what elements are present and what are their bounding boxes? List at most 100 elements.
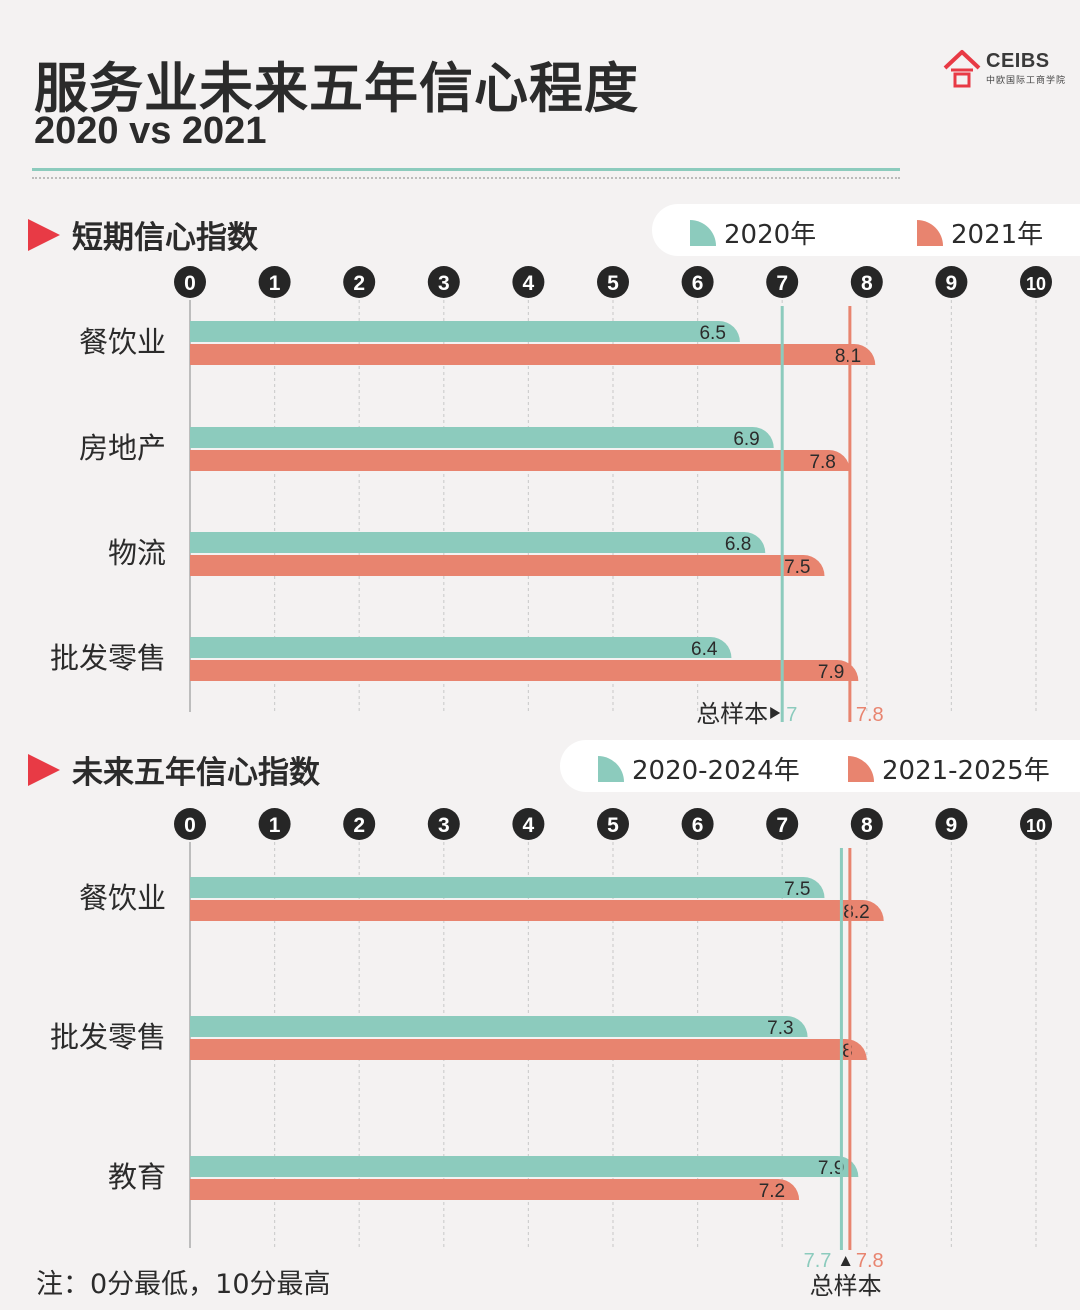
- bar: [190, 555, 825, 576]
- pointer-arrow-icon: [770, 707, 781, 719]
- category-label: 教育: [108, 1160, 166, 1194]
- reference-value: 7.8: [856, 1250, 884, 1272]
- tick-badge: [850, 808, 883, 840]
- ceibs-logo: CEIBS 中欧国际工商学院: [942, 48, 1065, 92]
- tick-badge: [512, 266, 545, 298]
- title-rule-dotted: [32, 177, 900, 179]
- data-label: 8.1: [835, 346, 861, 367]
- data-label: 7.9: [818, 1158, 844, 1179]
- bar: [190, 1179, 800, 1200]
- category-label: 餐饮业: [79, 325, 166, 359]
- category-label: 批发零售: [50, 641, 166, 675]
- tick-label: 10: [1026, 816, 1046, 836]
- page-subtitle: 2020 vs 2021: [34, 110, 267, 152]
- data-label: 7.9: [818, 662, 844, 683]
- tick-badge: [174, 266, 206, 298]
- legend-label-2021: 2021年: [951, 220, 1044, 250]
- bar: [190, 900, 884, 921]
- bar: [190, 532, 766, 553]
- reference-label: 总样本: [696, 700, 768, 728]
- tick-label: 9: [946, 272, 958, 295]
- tick-badge: [174, 808, 206, 840]
- data-label: 8.2: [843, 902, 869, 923]
- data-label: 7.2: [759, 1181, 785, 1202]
- tick-badge: [427, 808, 460, 840]
- legend-five-year: 2020-2024年 2021-2025年: [560, 740, 1080, 792]
- tick-label: 5: [607, 272, 619, 295]
- tick-badge: [597, 266, 629, 298]
- bar: [190, 450, 850, 471]
- tick-badge: [766, 808, 799, 840]
- tick-badge: [681, 266, 714, 298]
- quarter-shape-icon: [598, 755, 624, 782]
- category-label: 房地产: [79, 431, 166, 465]
- data-label: 7.5: [784, 879, 810, 900]
- legend-item-2021-2025: 2021-2025年: [848, 750, 1050, 787]
- data-label: 7.5: [784, 557, 810, 578]
- tick-label: 0: [184, 814, 196, 837]
- data-label: 6.8: [725, 534, 751, 555]
- tick-label: 7: [776, 814, 788, 837]
- tick-badge: [343, 266, 376, 298]
- play-arrow-icon: [28, 753, 60, 786]
- bar: [190, 344, 876, 365]
- reference-value: 7.7: [804, 1250, 832, 1272]
- legend-label-2020-2024: 2020-2024年: [632, 756, 800, 786]
- data-label: 6.9: [733, 429, 759, 450]
- quarter-shape-icon: [917, 219, 943, 246]
- tick-label: 6: [692, 272, 704, 295]
- legend-short-term: 2020年 2021年: [652, 204, 1080, 256]
- ceibs-logo-icon: [943, 50, 981, 88]
- bar: [190, 637, 732, 658]
- data-label: 6.5: [699, 323, 725, 344]
- pointer-arrow-icon: [840, 1256, 851, 1266]
- section-five-year-header: 未来五年信心指数: [28, 747, 320, 792]
- tick-label: 6: [692, 814, 704, 837]
- category-label: 批发零售: [50, 1020, 166, 1054]
- tick-label: 4: [523, 814, 535, 837]
- data-label: 7.8: [809, 452, 835, 473]
- legend-item-2021: 2021年: [917, 214, 1043, 251]
- tick-label: 8: [861, 272, 873, 295]
- footnote: 注：0分最低，10分最高: [36, 1269, 331, 1300]
- legend-label-2020: 2020年: [724, 220, 817, 250]
- tick-badge: [1020, 808, 1052, 840]
- legend-item-2020-2024: 2020-2024年: [598, 750, 800, 787]
- tick-label: 8: [861, 814, 873, 837]
- quarter-shape-icon: [690, 219, 716, 246]
- tick-badge: [597, 808, 629, 840]
- reference-value: 7.8: [856, 704, 884, 726]
- logo-chinese-text: 中欧国际工商学院: [986, 76, 1067, 86]
- tick-label: 1: [269, 814, 281, 837]
- category-label: 物流: [108, 536, 166, 570]
- quarter-shape-icon: [848, 755, 874, 782]
- tick-badge: [427, 266, 460, 298]
- tick-label: 4: [523, 272, 535, 295]
- category-label: 餐饮业: [79, 881, 166, 915]
- data-label: 6.4: [691, 639, 718, 660]
- tick-badge: [766, 266, 799, 298]
- bar: [190, 1016, 808, 1037]
- section-short-term-header: 短期信心指数: [28, 212, 258, 257]
- tick-label: 3: [438, 272, 450, 295]
- bar: [190, 877, 825, 898]
- reference-value: 7: [786, 704, 797, 726]
- tick-badge: [935, 266, 968, 298]
- reference-label: 总样本: [810, 1272, 882, 1300]
- bar: [190, 1039, 867, 1060]
- data-label: 7.3: [767, 1018, 793, 1039]
- play-arrow-icon: [28, 218, 60, 251]
- tick-label: 3: [438, 814, 450, 837]
- legend-item-2020: 2020年: [690, 214, 816, 251]
- bar: [190, 1156, 859, 1177]
- tick-label: 9: [946, 814, 958, 837]
- bar: [190, 321, 740, 342]
- section-short-term-title: 短期信心指数: [72, 220, 258, 256]
- tick-badge: [258, 266, 291, 298]
- tick-badge: [935, 808, 968, 840]
- tick-label: 1: [269, 272, 281, 295]
- tick-badge: [512, 808, 545, 840]
- tick-label: 2: [353, 272, 365, 295]
